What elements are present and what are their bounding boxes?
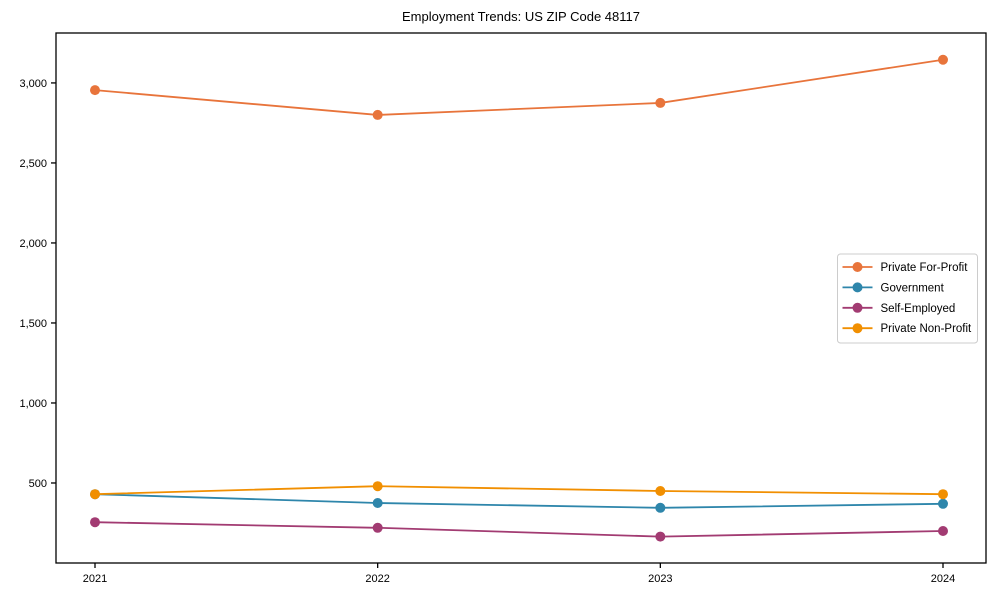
data-point-private-for-profit	[938, 54, 948, 65]
data-point-government	[372, 497, 383, 508]
x-tick-label: 2024	[931, 573, 955, 585]
series-lines	[90, 54, 948, 542]
legend-marker	[852, 323, 863, 334]
data-point-self-employed	[938, 525, 948, 536]
legend-marker	[852, 262, 863, 272]
legend-marker	[852, 282, 863, 293]
x-tick-label: 2021	[83, 573, 107, 585]
legend-item-private-non-profit: Private Non-Profit	[842, 323, 973, 335]
data-point-self-employed	[90, 517, 100, 528]
y-tick-label: 1,500	[19, 318, 47, 330]
legend: Private For-Profit Government Self-Employe…	[837, 253, 978, 344]
chart-title: Employment Trends: US ZIP Code 48117	[402, 9, 640, 24]
data-point-government	[938, 498, 948, 509]
y-axis-ticks: 500 1,000 1,500 2,000 2,500 3,000	[19, 78, 56, 490]
x-axis-ticks: 2021 2022 2023 2024	[83, 563, 955, 585]
y-tick-label: 2,500	[19, 158, 47, 170]
data-point-self-employed	[655, 531, 666, 542]
plot-border	[55, 32, 987, 564]
y-tick-label: 2,000	[19, 238, 47, 250]
data-point-private-non-profit	[372, 481, 383, 492]
legend-marker	[852, 302, 863, 313]
series-line-private-non-profit	[94, 485, 944, 496]
data-point-private-for-profit	[372, 109, 383, 120]
legend-label: Government	[881, 282, 945, 294]
data-point-self-employed	[372, 522, 383, 533]
data-point-private-for-profit	[655, 97, 666, 108]
legend-item-private-for-profit: Private For-Profit	[842, 262, 969, 274]
legend-box	[837, 253, 978, 344]
data-point-private-non-profit	[90, 489, 100, 500]
data-point-private-non-profit	[938, 489, 948, 500]
data-point-private-non-profit	[655, 485, 666, 496]
x-tick-label: 2022	[365, 573, 389, 585]
y-tick-label: 500	[29, 478, 47, 490]
y-tick-label: 1,000	[19, 398, 47, 410]
legend-label: Private Non-Profit	[881, 323, 973, 335]
series-line-government	[94, 493, 944, 509]
legend-label: Private For-Profit	[881, 262, 969, 274]
legend-label: Self-Employed	[881, 303, 956, 315]
legend-item-government: Government	[842, 282, 945, 294]
y-tick-label: 3,000	[19, 78, 47, 90]
x-tick-label: 2023	[648, 573, 672, 585]
series-line-self-employed	[94, 521, 944, 538]
series-line-private-for-profit	[94, 58, 944, 116]
data-point-private-for-profit	[90, 85, 100, 96]
legend-item-self-employed: Self-Employed	[842, 302, 956, 315]
axes-spines	[55, 32, 987, 564]
data-point-government	[655, 502, 666, 513]
